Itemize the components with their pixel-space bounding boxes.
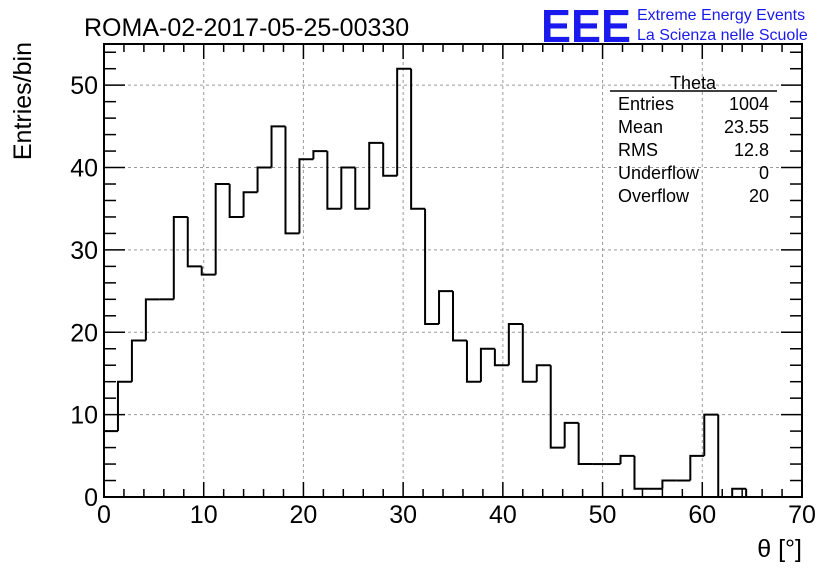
histogram-bin [563,421,579,448]
histogram-bin [228,184,244,218]
histogram-bin [130,339,146,382]
axis-ticks [103,44,803,498]
y-tick-label: 10 [70,402,98,430]
histogram-bin [689,454,705,481]
x-tick-label: 70 [788,501,816,529]
histogram-bin [270,125,286,168]
eee-logo: EEE Extreme Energy Events La Scienza nel… [541,0,808,52]
grid-lines [104,44,802,497]
stats-row-label: Mean [618,117,663,137]
stats-row-label: Entries [618,94,674,114]
x-tick-label: 50 [589,501,617,529]
x-tick-label: 0 [97,501,111,529]
histogram-bin [172,215,188,300]
y-tick-label: 50 [70,72,98,100]
histogram-bin [144,298,160,341]
histogram-bin [438,290,453,325]
histogram-bin [521,324,537,383]
y-tick-label: 30 [70,237,98,265]
histogram-bin [633,455,649,490]
stats-row-value: 12.8 [734,140,769,160]
stats-row-label: Underflow [618,163,700,183]
histogram-bin [396,67,412,176]
stats-row-value: 0 [759,163,769,183]
histogram-bin [731,487,747,497]
stats-row-label: RMS [618,140,658,160]
histogram-bin [284,126,300,235]
y-tick-label: 20 [70,319,98,347]
plot-frame [103,43,803,498]
histogram-bin [186,216,202,268]
histogram-bin [200,266,216,276]
eee-logo-line1: Extreme Energy Events [637,7,805,24]
eee-logo-line2: La Scienza nelle Scuole [637,27,808,44]
y-axis-label: Entries/bin [9,42,37,160]
histogram-bin [465,340,481,383]
histogram-bin [424,208,440,326]
histogram-bin [312,150,328,160]
histogram-bin [661,479,677,489]
y-tick-labels: 0 10 20 30 40 50 [70,72,98,512]
stats-box-rows: Entries 1004 Mean 23.55 RMS 12.8 Underflow 0 Ove… [618,94,769,206]
histogram-bin [619,454,635,465]
histogram-bin [410,68,426,210]
histogram-bin [214,183,230,275]
x-tick-labels: 0 10 20 30 40 50 60 70 [97,501,816,529]
x-tick-label: 40 [489,501,517,529]
histogram-bin [549,365,565,449]
x-tick-label: 20 [290,501,318,529]
histogram-bin [256,166,272,193]
histogram-bin [535,364,551,382]
histogram-bin [507,323,523,366]
histogram-bin [326,151,342,210]
stats-row-label: Overflow [618,186,690,206]
histogram-bin [703,413,719,456]
stats-row-value: 23.55 [724,117,769,137]
histogram-bin [298,158,314,234]
x-tick-label: 60 [688,501,716,529]
plot-border [103,43,803,498]
stats-row-value: 1004 [729,94,769,114]
histogram-bin [340,166,356,209]
stats-box: Theta Entries 1004 Mean 23.55 RMS 12.8 Underfl… [610,73,777,206]
x-tick-label: 10 [190,501,218,529]
y-tick-label: 0 [84,484,98,512]
histogram-bin [452,291,467,342]
x-axis-label: θ [°] [757,535,802,563]
histogram-bin [382,142,398,177]
histogram-bin [493,348,509,367]
x-tick-label: 30 [389,501,417,529]
histogram-bin [354,167,370,210]
stats-box-title: Theta [670,73,717,93]
stats-row-value: 20 [749,186,769,206]
y-tick-label: 40 [70,155,98,183]
histogram-bin [479,347,495,382]
chart-title: ROMA-02-2017-05-25-00330 [84,14,409,42]
histogram-bin [368,141,384,209]
histogram-bin [577,422,593,466]
histogram-bin [242,191,258,217]
